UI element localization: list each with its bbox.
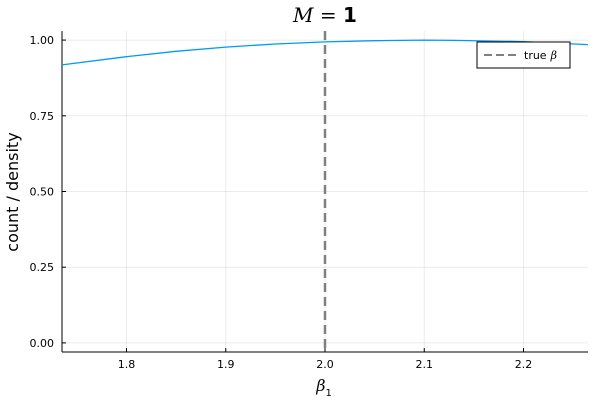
x-axis-label-symbol: β [315, 376, 325, 395]
y-ticks: 0.00 0.25 0.50 0.75 1.00 [30, 34, 66, 350]
title-value: 1 [343, 3, 357, 27]
x-tick-label: 2.2 [515, 358, 533, 371]
legend-label-text: true [524, 49, 547, 62]
y-axis-label: count / density [3, 132, 22, 251]
x-tick-label: 2.0 [316, 358, 334, 371]
x-axis-label: β1 [315, 376, 332, 399]
x-ticks: 1.8 1.9 2.0 2.1 2.2 [118, 348, 532, 371]
y-tick-label: 0.50 [30, 186, 55, 199]
title-eq: = [314, 3, 343, 27]
x-tick-label: 1.8 [118, 358, 136, 371]
x-axis-label-subscript: 1 [325, 388, 331, 399]
legend: true β [476, 41, 571, 69]
y-tick-label: 1.00 [30, 34, 55, 47]
x-tick-label: 2.1 [415, 358, 433, 371]
x-tick-label: 1.9 [217, 358, 235, 371]
title-symbol: M [292, 3, 314, 27]
y-tick-label: 0.75 [30, 110, 55, 123]
chart-title: M = 1 [292, 3, 357, 27]
y-tick-label: 0.25 [30, 261, 55, 274]
legend-label-true-beta: true β [524, 49, 557, 62]
legend-label-symbol: β [550, 49, 557, 62]
density-curve [61, 39, 589, 66]
legend-box [476, 41, 571, 69]
plot-area [61, 31, 589, 352]
y-tick-label: 0.00 [30, 337, 55, 350]
